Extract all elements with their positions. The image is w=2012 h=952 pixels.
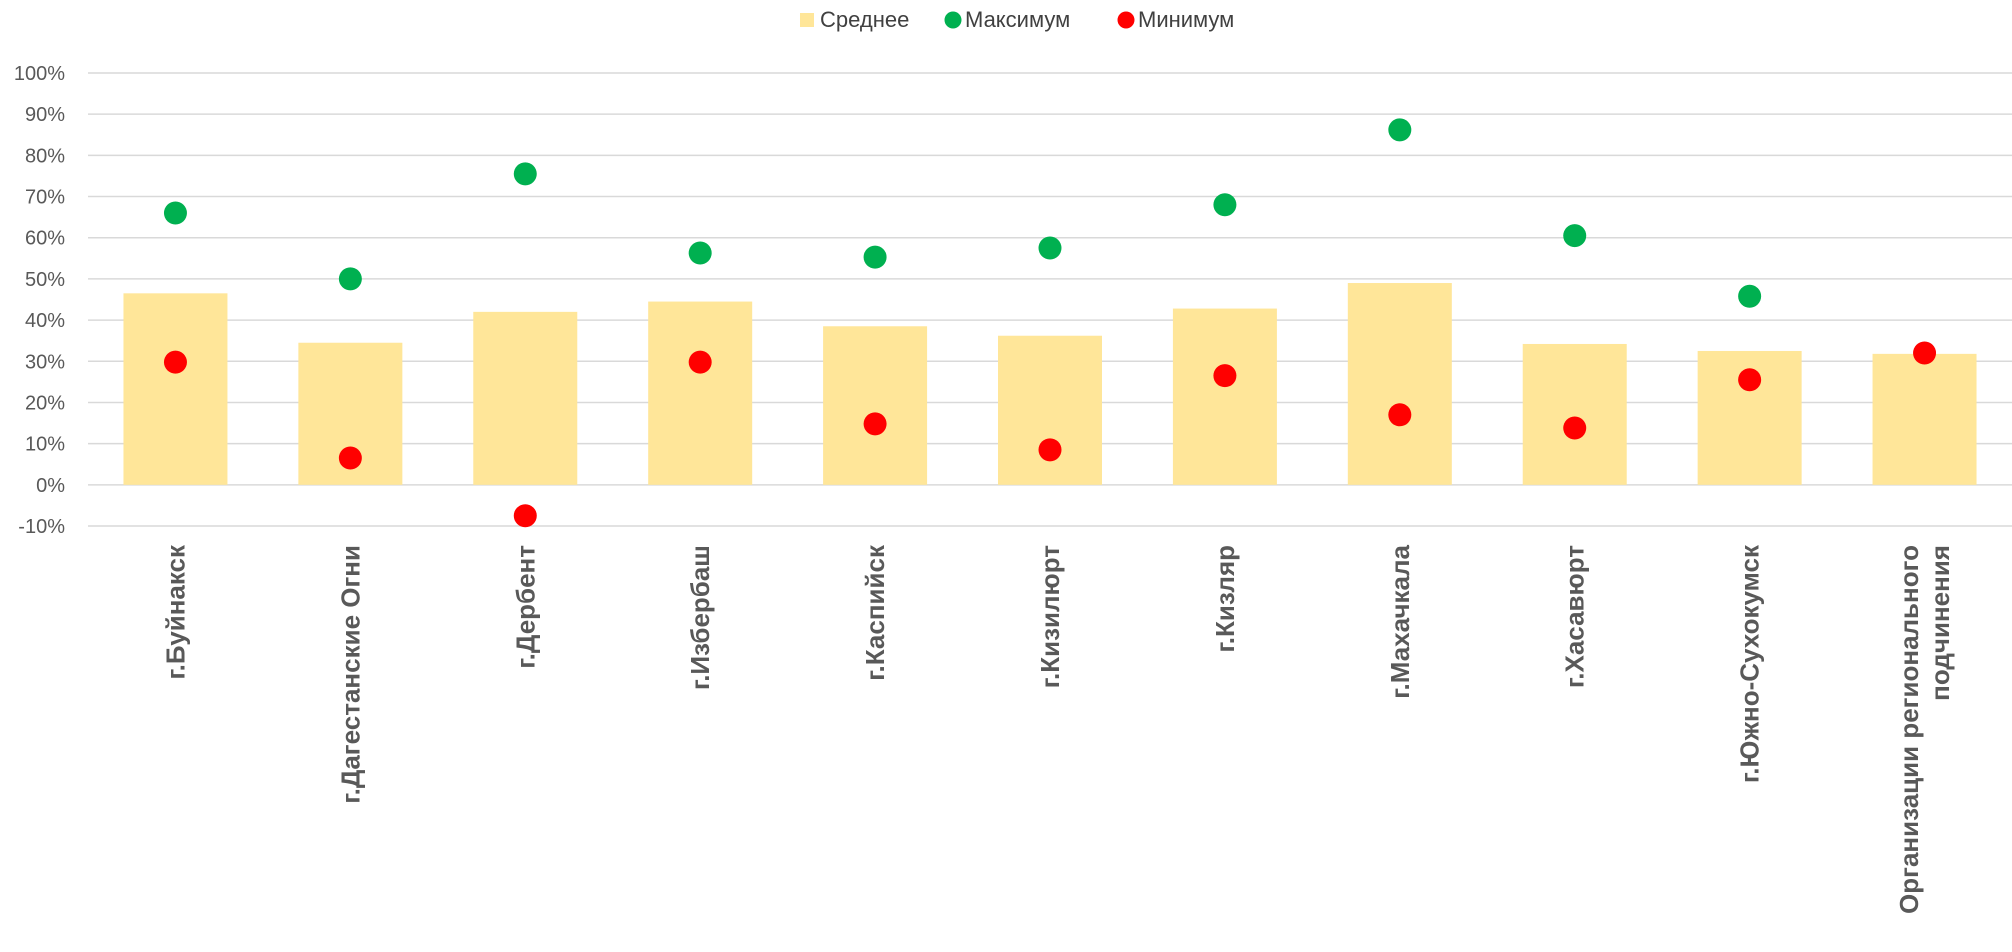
legend-swatch-Максимум: [944, 11, 962, 29]
marker-Минимум: [1738, 368, 1762, 392]
marker-Минимум: [1388, 403, 1412, 427]
bars: [123, 283, 1977, 485]
marker-Максимум: [1038, 236, 1062, 260]
marker-Максимум: [1738, 284, 1762, 308]
y-tick-label: 90%: [25, 104, 65, 126]
marker-Минимум: [688, 350, 712, 374]
x-category-label: г.Кизляр: [1210, 545, 1240, 652]
marker-Максимум: [863, 245, 887, 269]
marker-Минимум: [163, 350, 187, 374]
x-category-label: г.Дагестанские Огни: [335, 545, 365, 804]
marker-Минимум: [1038, 438, 1062, 462]
marker-Минимум: [1913, 341, 1937, 365]
y-tick-label: 70%: [25, 187, 65, 209]
y-tick-label: 30%: [25, 351, 65, 373]
x-category-label: г.Каспийск: [860, 544, 890, 681]
x-category-label: г.Южно-Сухокумск: [1735, 544, 1765, 783]
x-category-label: г.Хасавюрт: [1560, 545, 1590, 688]
bar-Среднее: [823, 326, 928, 485]
marker-Максимум: [1563, 224, 1587, 248]
legend: Среднее Максимум Минимум: [800, 7, 1234, 32]
y-tick-label: 50%: [25, 269, 65, 291]
bar-Среднее: [473, 311, 578, 485]
marker-Максимум: [688, 241, 712, 265]
bar-Среднее: [998, 335, 1102, 485]
bar-Среднее: [123, 293, 228, 485]
y-tick-label: 0%: [36, 475, 65, 497]
bar-Среднее: [1522, 343, 1627, 485]
x-category-label: подчинения: [1925, 545, 1955, 701]
legend-label: Среднее: [820, 7, 909, 32]
y-tick-label: 100%: [14, 63, 65, 85]
marker-Минимум: [863, 412, 887, 436]
bar-Среднее: [1872, 353, 1977, 485]
markers: [163, 118, 1937, 528]
marker-Максимум: [1213, 193, 1237, 217]
legend-label: Максимум: [965, 7, 1070, 32]
x-axis-categories: г.Буйнакск г.Дагестанские Огни г.Дербент г.…: [160, 544, 1955, 914]
bar-Среднее: [1347, 283, 1452, 485]
marker-Минимум: [1213, 364, 1237, 388]
x-category-label: г.Избербаш: [685, 545, 715, 690]
bar-Среднее: [648, 301, 753, 485]
y-tick-label: 40%: [25, 310, 65, 332]
x-category-label: г.Дербент: [510, 545, 540, 669]
x-category-label: Организации регионального: [1894, 545, 1924, 914]
legend-swatch-Минимум: [1117, 11, 1135, 29]
marker-Максимум: [1388, 118, 1412, 142]
legend-label: Минимум: [1138, 7, 1234, 32]
bar-Среднее: [1172, 308, 1277, 485]
x-category-label: г.Махачкала: [1385, 544, 1415, 698]
y-tick-label: 10%: [25, 434, 65, 456]
y-axis-ticks: -10% 0% 10% 20% 30% 40% 50% 60% 70% 80% 90% 100%: [14, 63, 65, 538]
marker-Минимум: [1563, 416, 1587, 440]
y-tick-label: -10%: [18, 516, 65, 538]
marker-Минимум: [513, 504, 537, 528]
marker-Максимум: [513, 162, 537, 186]
marker-Максимум: [338, 267, 362, 291]
x-category-label: г.Кизилюрт: [1035, 545, 1065, 688]
y-tick-label: 80%: [25, 145, 65, 167]
marker-Максимум: [163, 201, 187, 225]
y-tick-label: 20%: [25, 392, 65, 414]
legend-swatch-Среднее: [800, 13, 814, 27]
marker-Минимум: [338, 446, 362, 470]
x-category-label: г.Буйнакск: [160, 544, 190, 680]
y-tick-label: 60%: [25, 228, 65, 250]
